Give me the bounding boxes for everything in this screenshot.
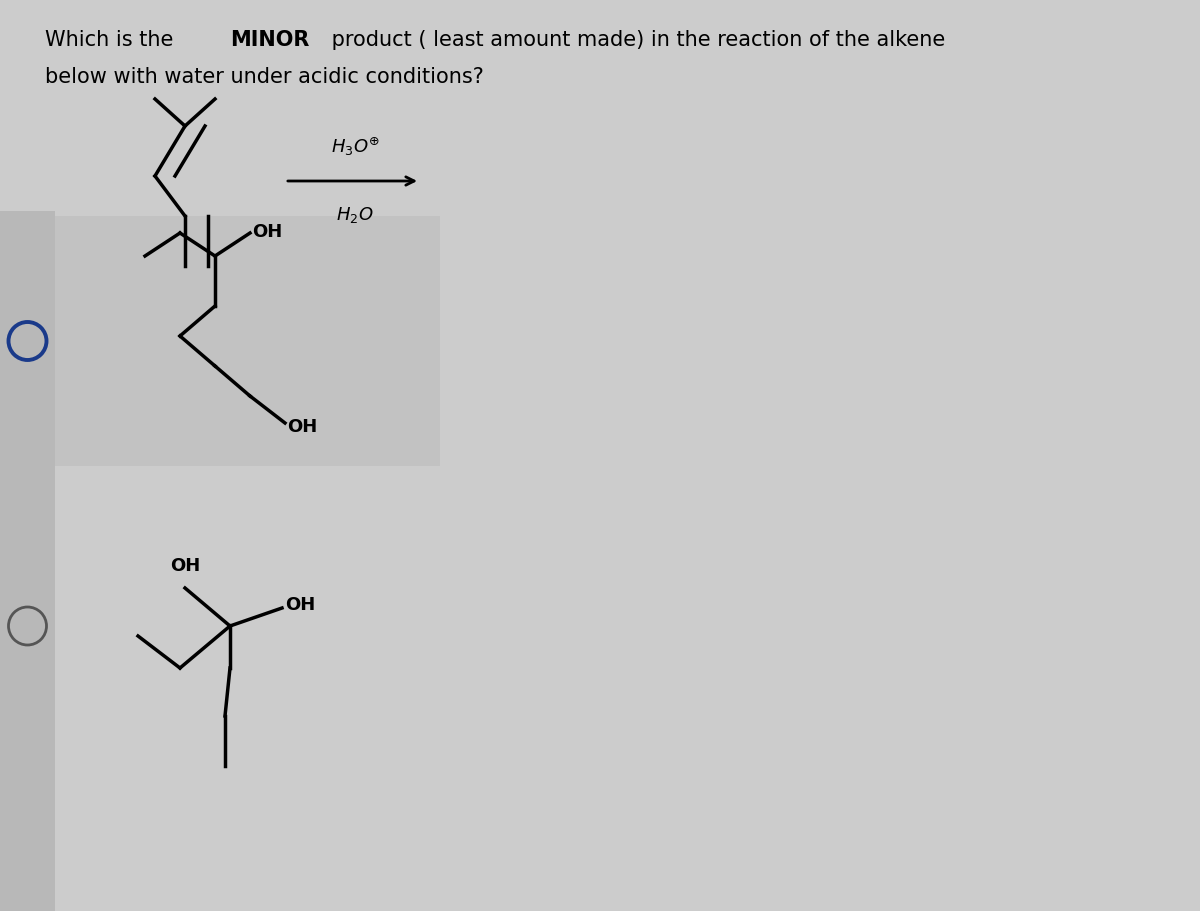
Text: product ( least amount made) in the reaction of the alkene: product ( least amount made) in the reac… <box>325 30 946 50</box>
Text: MINOR: MINOR <box>230 30 310 50</box>
Text: $H_3O^{\oplus}$: $H_3O^{\oplus}$ <box>330 136 379 158</box>
Text: $H_2O$: $H_2O$ <box>336 205 373 225</box>
Text: OH: OH <box>252 223 282 241</box>
Bar <box>0 211 55 911</box>
Bar <box>55 217 440 466</box>
Text: Which is the: Which is the <box>46 30 180 50</box>
Text: OH: OH <box>170 557 200 574</box>
Text: below with water under acidic conditions?: below with water under acidic conditions… <box>46 67 484 87</box>
Text: OH: OH <box>284 596 316 613</box>
Text: OH: OH <box>287 417 317 435</box>
